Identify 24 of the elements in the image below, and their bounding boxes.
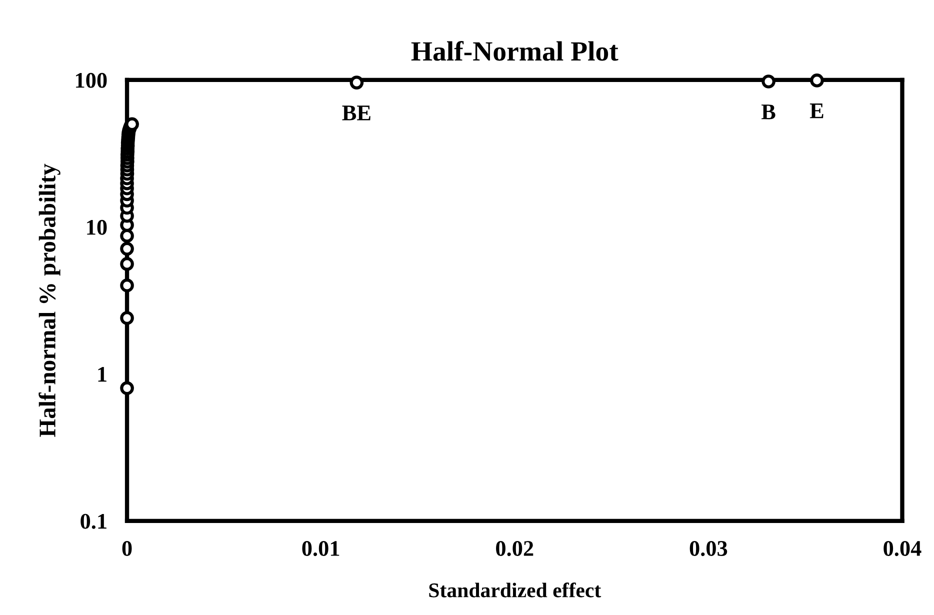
chart-title: Half-Normal Plot bbox=[411, 40, 618, 61]
point bbox=[350, 76, 364, 90]
x-tick-label: 0.02 bbox=[496, 540, 534, 556]
point bbox=[120, 381, 134, 396]
point bbox=[120, 311, 134, 325]
point bbox=[762, 74, 776, 88]
y-axis-title: Half-normal % probability bbox=[38, 164, 60, 437]
y-tick-label: 0.1 bbox=[80, 514, 106, 529]
point bbox=[120, 228, 134, 243]
point bbox=[120, 257, 134, 271]
point bbox=[120, 242, 134, 256]
x-tick-label: 0 bbox=[122, 540, 132, 556]
x-axis-title: Standardized effect bbox=[429, 582, 602, 598]
point bbox=[810, 74, 824, 88]
y-tick-label: 100 bbox=[76, 72, 107, 88]
x-tick-label: 0.01 bbox=[302, 540, 340, 556]
y-tick-label: 10 bbox=[87, 220, 107, 235]
x-tick-label: 0.04 bbox=[884, 540, 922, 556]
annotation: E bbox=[810, 104, 824, 118]
annotation: B bbox=[761, 104, 776, 120]
y-tick-label: 1 bbox=[98, 366, 106, 382]
point bbox=[120, 278, 134, 292]
annotation: BE bbox=[342, 106, 370, 120]
x-tick-label: 0.03 bbox=[690, 540, 728, 556]
